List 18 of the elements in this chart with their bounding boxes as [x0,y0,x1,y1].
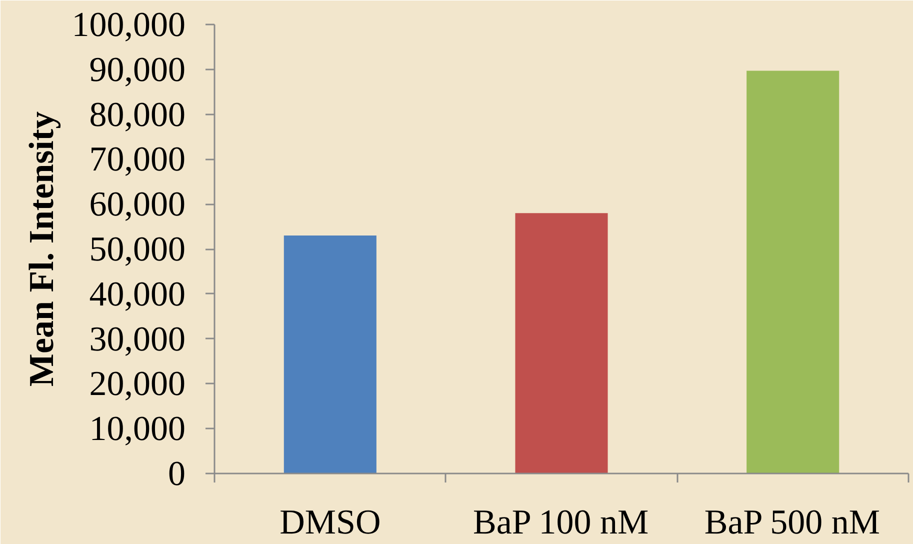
x-tick-label: DMSO [280,502,381,542]
y-axis-title: Mean Fl. Intensity [22,110,61,387]
y-tick-label: 80,000 [89,94,186,134]
y-tick-label: 90,000 [89,50,186,89]
x-tick-label: BaP 100 nM [473,502,649,542]
y-tick-label: 10,000 [89,409,186,448]
y-tick-label: 40,000 [89,274,186,314]
y-tick-label: 20,000 [89,364,186,404]
y-tick-label: 0 [168,454,186,493]
y-tick-label: 60,000 [89,184,186,224]
bar [284,236,376,474]
x-tick-label: BaP 500 nM [704,502,880,542]
y-tick-label: 50,000 [89,230,186,268]
y-tick-label: 30,000 [89,319,186,358]
bar [746,70,840,474]
y-tick-label: 100,000 [72,5,186,44]
bar [515,213,608,474]
y-tick-label: 70,000 [89,140,186,179]
